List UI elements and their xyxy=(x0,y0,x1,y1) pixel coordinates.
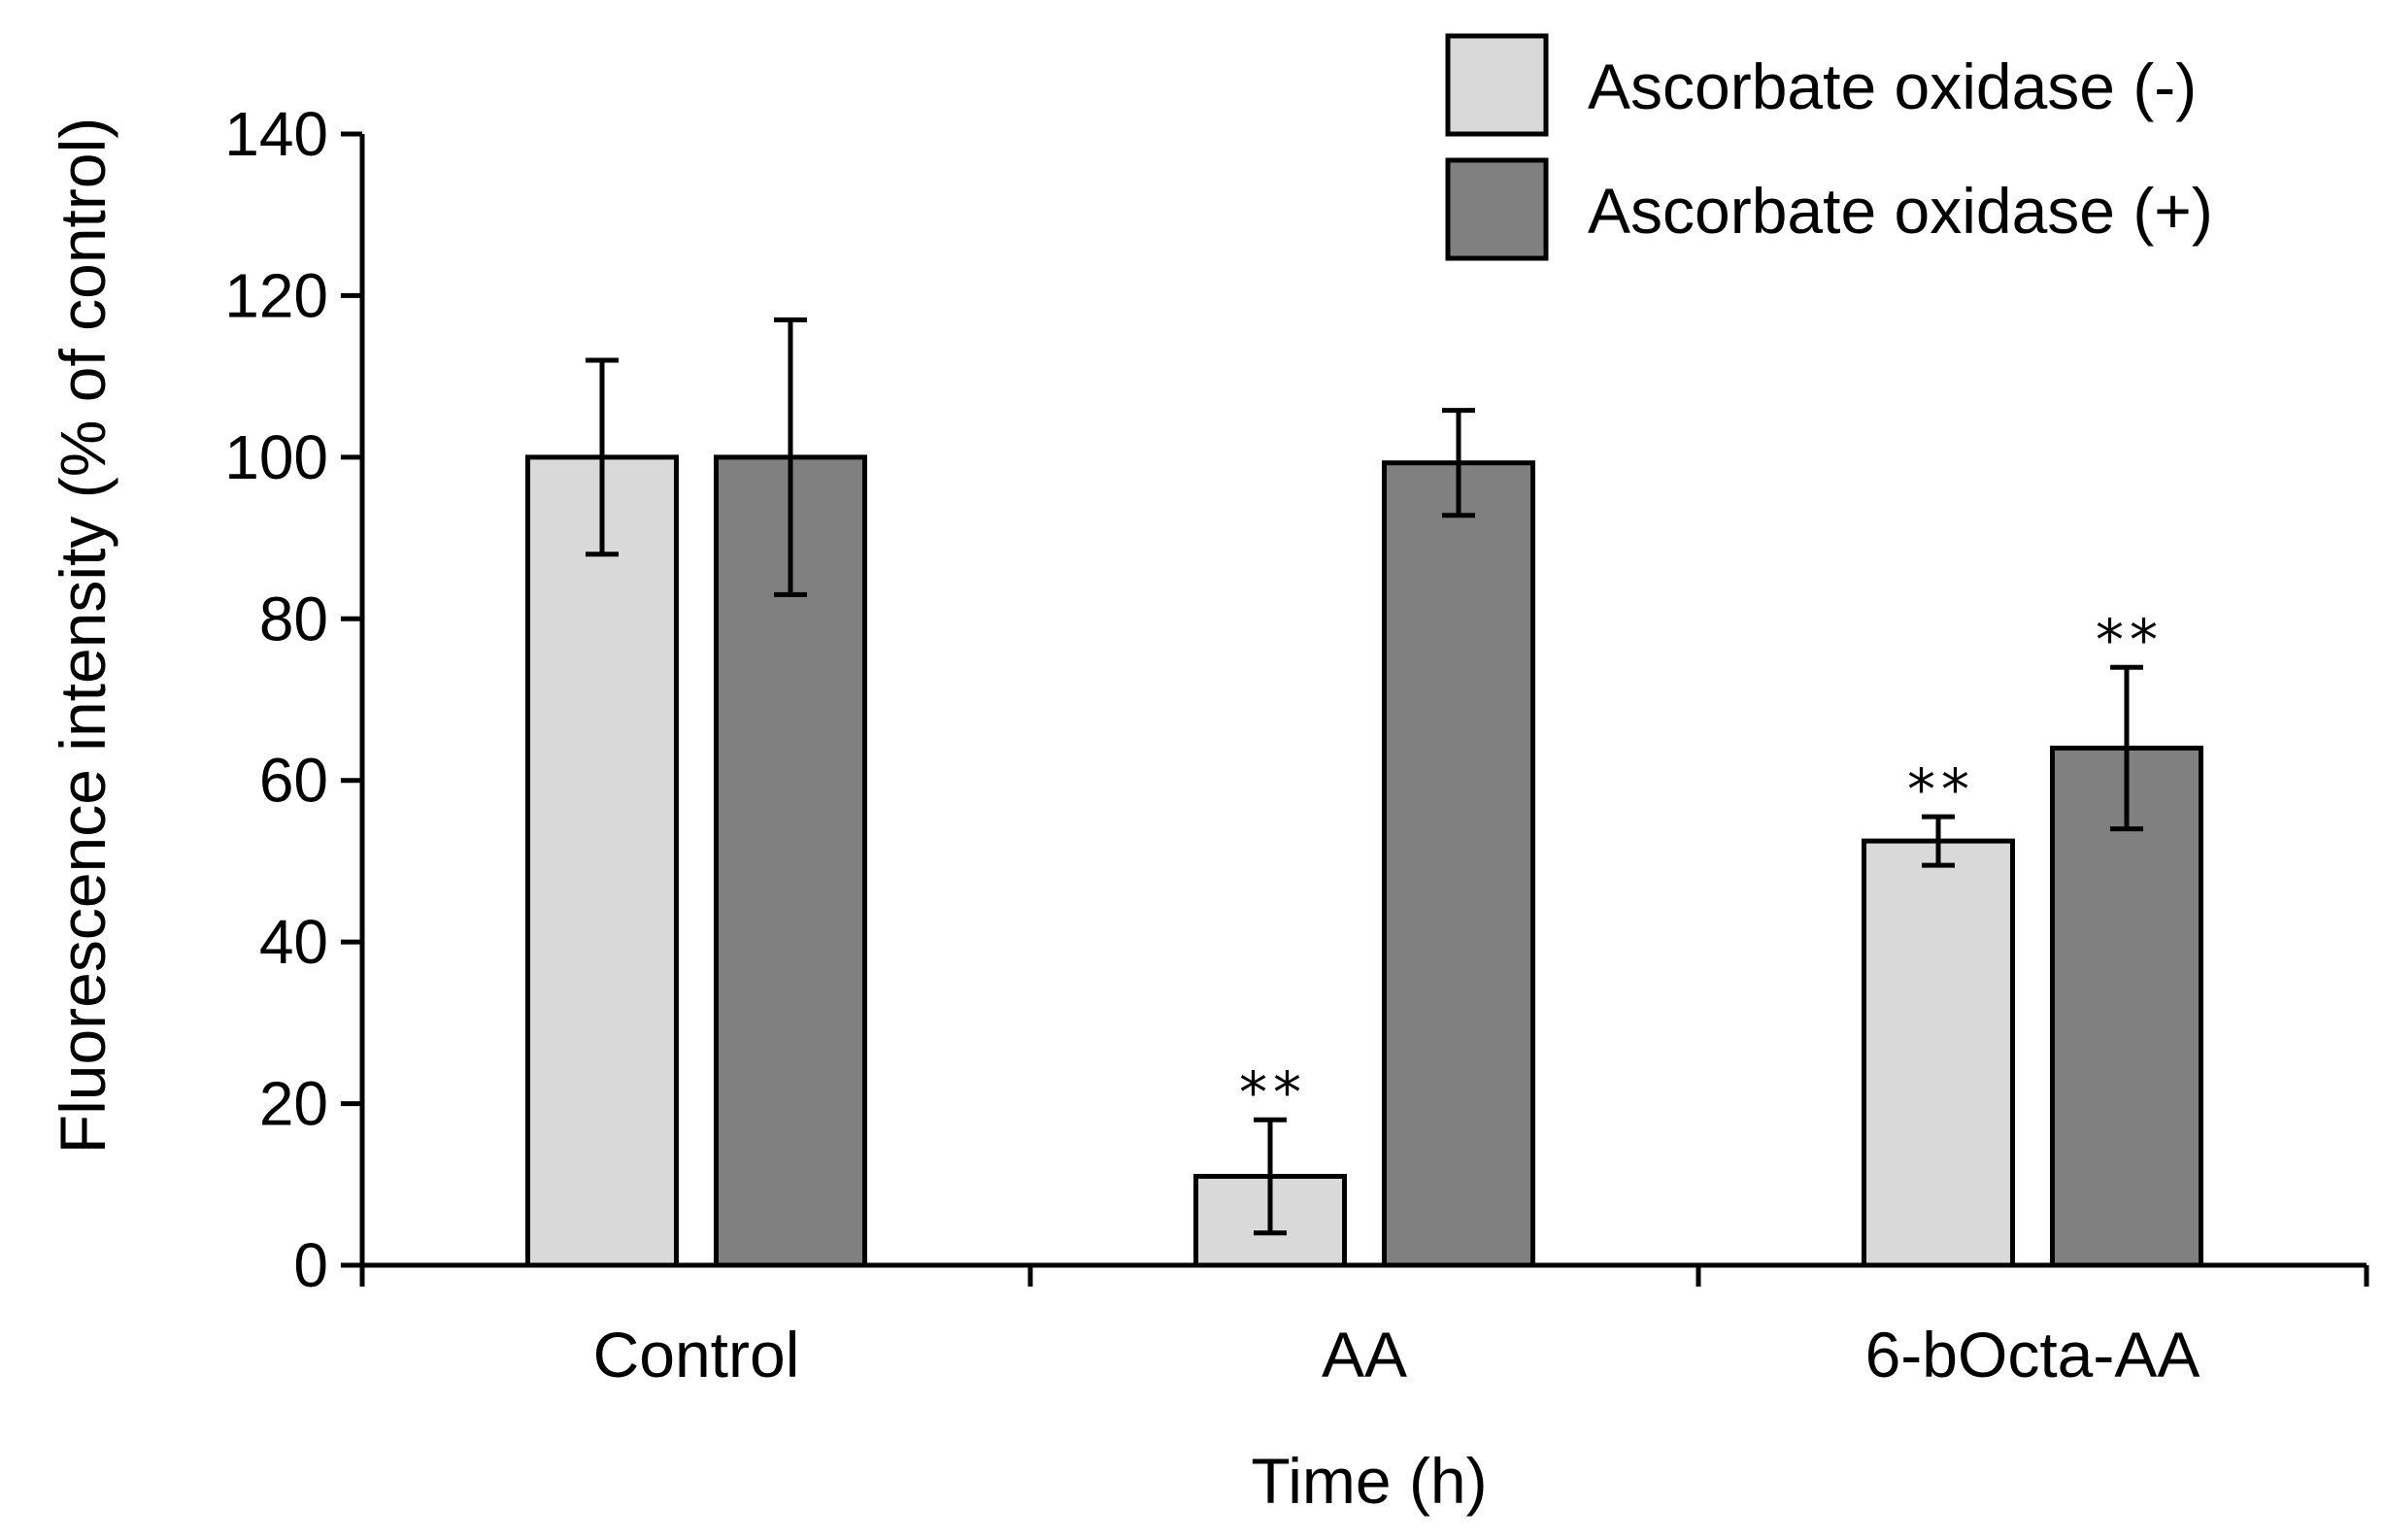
significance-aa-series-0: ** xyxy=(1239,1059,1307,1125)
x-tick-label-control: Control xyxy=(593,1319,800,1390)
error-bar-control-series-0 xyxy=(586,357,619,557)
bars-layer xyxy=(525,454,2203,1268)
x-tick-label-aa: AA xyxy=(1322,1319,1407,1390)
axes-layer xyxy=(359,134,2367,1268)
significance-6-bocta-aa-series-1: ** xyxy=(2096,607,2164,673)
legend-swatch-ascorbate-oxidase-plus xyxy=(1445,157,1549,261)
legend: Ascorbate oxidase (-) Ascorbate oxidase … xyxy=(1445,33,2213,261)
y-tick-label-0: 0 xyxy=(293,1230,328,1300)
error-bar-control-series-1 xyxy=(774,317,807,597)
y-ticks-layer: 0 20 40 60 80 100 120 140 xyxy=(224,99,362,1300)
y-tick-label-80: 80 xyxy=(259,584,328,653)
x-ticks-layer: Control AA 6-bOcta-AA xyxy=(359,1265,2369,1390)
y-tick-label-140: 140 xyxy=(224,99,328,169)
y-tick-label-40: 40 xyxy=(259,907,328,977)
error-bar-6-bocta-aa-series-0 xyxy=(1922,814,1955,868)
y-tick-label-60: 60 xyxy=(259,746,328,816)
error-bar-aa-series-1 xyxy=(1442,408,1475,519)
error-bar-6-bocta-aa-series-1 xyxy=(2110,664,2143,832)
y-tick-label-20: 20 xyxy=(259,1069,328,1139)
significance-annotations: ** ** ** xyxy=(1239,607,2164,1125)
error-bar-aa-series-0 xyxy=(1254,1117,1287,1236)
x-axis-title: Time (h) xyxy=(1251,1445,1487,1517)
x-tick-label-6-bocta-aa: 6-bOcta-AA xyxy=(1865,1319,2200,1390)
significance-6-bocta-aa-series-0: ** xyxy=(1907,756,1975,822)
legend-label-ascorbate-oxidase-minus: Ascorbate oxidase (-) xyxy=(1588,50,2197,122)
y-tick-label-100: 100 xyxy=(224,422,328,492)
legend-label-ascorbate-oxidase-plus: Ascorbate oxidase (+) xyxy=(1588,175,2213,247)
error-bars-layer xyxy=(586,317,2143,1236)
bar-control-series-0 xyxy=(525,454,679,1268)
y-tick-label-120: 120 xyxy=(224,260,328,330)
y-axis-title: Fluorescence intensity (% of control) xyxy=(47,117,118,1154)
legend-swatch-ascorbate-oxidase-minus xyxy=(1445,33,1549,137)
bar-6-bocta-aa-series-0 xyxy=(1862,838,2015,1268)
bar-aa-series-1 xyxy=(1382,460,1535,1268)
